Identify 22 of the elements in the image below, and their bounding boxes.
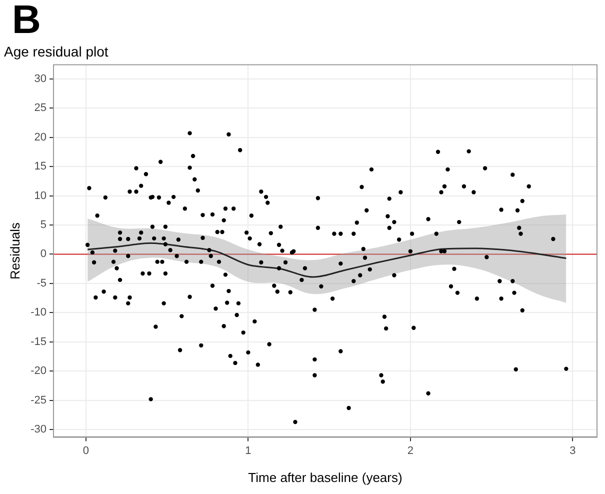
y-tick-label: -25 <box>30 394 46 406</box>
x-tick-label: 1 <box>245 444 252 457</box>
chart-title: Age residual plot <box>4 43 108 60</box>
y-tick-label: 15 <box>34 160 46 173</box>
y-tick-label: -30 <box>30 424 46 436</box>
y-tick-label: 10 <box>34 190 46 202</box>
y-tick-label: 25 <box>34 102 46 114</box>
y-tick-label: 5 <box>40 219 46 232</box>
y-axis-title: Residuals <box>7 222 22 280</box>
x-tick-label: 0 <box>82 444 90 457</box>
y-tick-label: 30 <box>34 72 46 85</box>
y-tick-label: -5 <box>36 277 46 290</box>
x-tick-label: 2 <box>407 444 414 457</box>
y-tick-label: 20 <box>34 131 46 144</box>
line-series <box>86 242 567 278</box>
x-axis-title: Time after baseline (years) <box>248 470 402 485</box>
y-tick-label: 0 <box>40 248 46 260</box>
text: B <box>12 0 41 42</box>
y-tick-label: -15 <box>30 336 46 348</box>
y-tick-label: -10 <box>30 306 46 319</box>
x-tick-label: 3 <box>570 444 576 457</box>
y-tick-label: -20 <box>30 365 46 378</box>
